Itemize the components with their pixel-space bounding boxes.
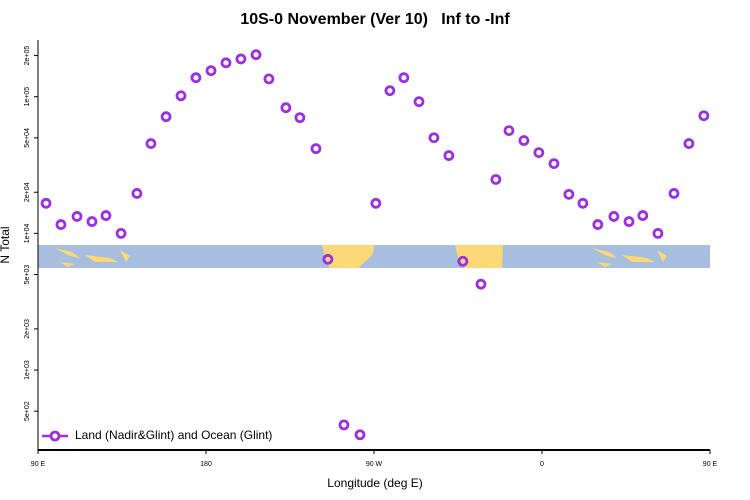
point (280, 102, 292, 114)
point (294, 112, 306, 124)
point (503, 125, 515, 136)
point (40, 197, 52, 209)
point (310, 143, 322, 155)
y-tick-label: 5e+04 (24, 128, 31, 148)
point (563, 188, 575, 200)
point (205, 65, 217, 77)
legend-label: Land (Nadir&Glint) and Ocean (Glint) (75, 428, 272, 442)
point (263, 73, 275, 85)
point (235, 53, 247, 65)
map-strip (38, 245, 710, 268)
point (475, 278, 487, 290)
land (55, 248, 130, 267)
point (490, 174, 502, 185)
point (354, 429, 366, 441)
point (683, 138, 695, 149)
x-tick-label: 90 W (366, 461, 383, 468)
point (577, 197, 589, 209)
point (652, 227, 664, 239)
point (698, 110, 710, 122)
y-tick-label: 1e+05 (24, 87, 31, 107)
point (71, 211, 83, 222)
x-tick-label: 90 E (703, 461, 718, 468)
point (190, 72, 202, 84)
land (592, 248, 667, 267)
y-tick-label: 2e+05 (24, 46, 31, 66)
x-tick-label: 180 (200, 461, 212, 468)
point (160, 111, 172, 123)
y-tick-label: 1e+04 (24, 223, 31, 243)
point (100, 210, 112, 221)
point (322, 253, 334, 265)
y-axis-label: N Total (0, 226, 12, 263)
x-axis-label: Longitude (deg E) (327, 476, 422, 490)
point (592, 219, 604, 230)
point (533, 147, 545, 159)
point (623, 216, 635, 227)
land (322, 245, 375, 268)
point (548, 158, 560, 170)
legend-marker (49, 430, 61, 442)
point (250, 49, 262, 61)
point (370, 197, 382, 209)
y-tick-label: 2e+04 (24, 182, 31, 202)
y-tick-label: 2e+03 (24, 319, 31, 339)
ocean (38, 245, 710, 268)
point (668, 188, 680, 199)
x-tick-label: 0 (540, 461, 544, 468)
point (131, 188, 143, 199)
y-tick-label: 5e+03 (24, 265, 31, 285)
point (413, 96, 425, 108)
point (145, 138, 157, 149)
point (398, 72, 410, 84)
point (175, 90, 187, 102)
y-tick-label: 5e+02 (24, 401, 31, 421)
point (608, 211, 620, 222)
point (518, 135, 530, 146)
point (457, 255, 469, 267)
x-tick-label: 90 E (31, 461, 46, 468)
point (443, 150, 455, 161)
point (220, 57, 232, 69)
point (55, 219, 67, 230)
y-tick-label: 1e+03 (24, 360, 31, 380)
point (384, 85, 396, 97)
point (637, 210, 649, 221)
point (86, 216, 98, 227)
point (428, 132, 440, 144)
point (115, 227, 127, 239)
chart-title: 10S-0 November (Ver 10) Inf to -Inf (240, 11, 510, 28)
point (338, 419, 350, 431)
